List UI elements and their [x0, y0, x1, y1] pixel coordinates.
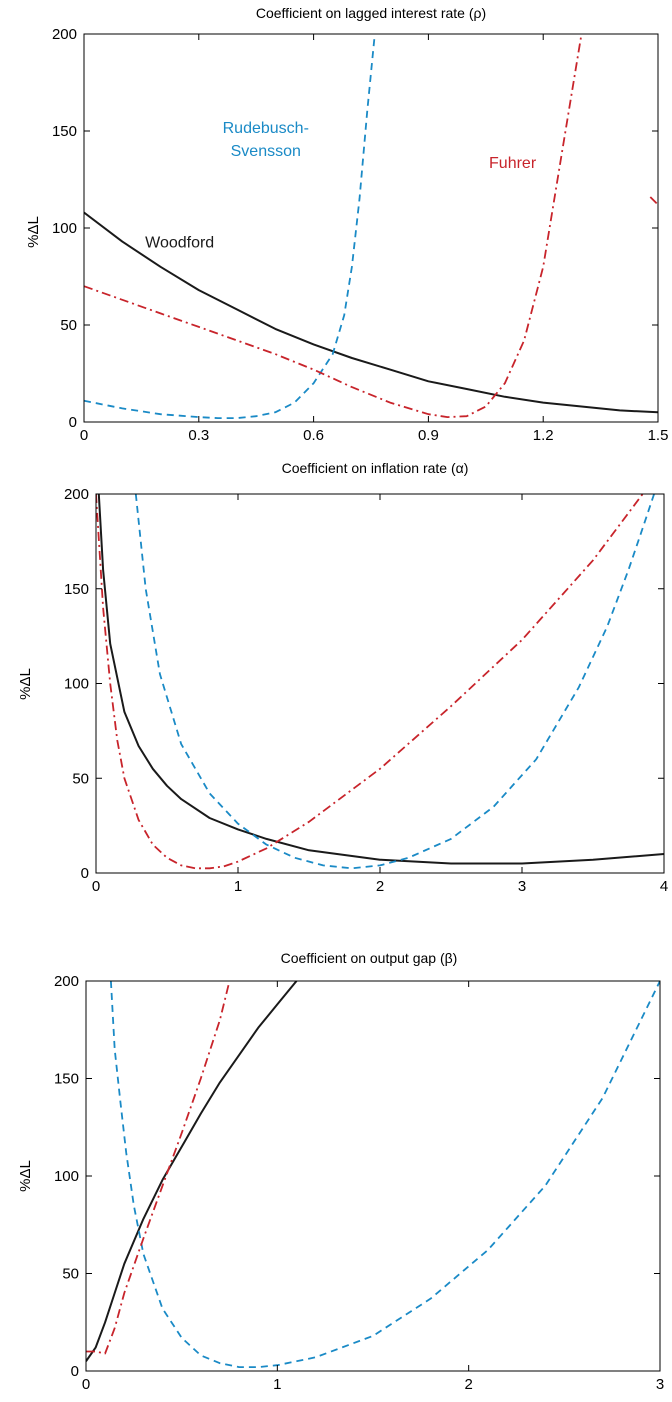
plot-frame-3: [85, 980, 661, 1372]
y-tick-label: 50: [60, 317, 77, 334]
x-tick-label: 0.3: [188, 427, 209, 444]
x-tick-label: 0.6: [303, 427, 324, 444]
y-tick-label: 150: [64, 581, 89, 598]
plot-frame-2: [95, 493, 665, 874]
y-tick-label: 0: [69, 414, 77, 431]
series-line-fuhrer-1-4: [649, 196, 658, 206]
chart-title-1: Coefficient on lagged interest rate (ρ): [256, 5, 486, 21]
x-tick-label: 0: [80, 427, 88, 444]
x-tick-label: 2: [376, 878, 384, 895]
series-line-rudebusch-2-2: [134, 494, 655, 870]
series-line-fuhrer-3-3: [86, 981, 231, 1355]
series-annotation-woodford: Woodford: [145, 234, 214, 251]
y-tick-label: 150: [54, 1071, 79, 1088]
chart-panel-2: 0 1 2 3 4 0 50 100 150 200 Coefficient on inflatio…: [17, 460, 668, 895]
x-tick-label: 3: [656, 1376, 664, 1393]
y-tick-label: 200: [64, 486, 89, 503]
x-tick-label: 1.2: [533, 427, 554, 444]
y-tick-label: 0: [71, 1363, 79, 1380]
x-tick-label: 0: [82, 1376, 90, 1393]
y-tick-label: 100: [64, 676, 89, 693]
y-tick-label: 0: [81, 865, 89, 882]
series-line-rudebusch-1-2: [84, 34, 376, 420]
y-axis-label-3: %ΔL: [17, 1160, 34, 1192]
series-line-fuhrer-1-3: [84, 34, 583, 419]
chart-title-2: Coefficient on inflation rate (α): [282, 460, 469, 476]
series-line-fuhrer-2-3: [96, 494, 644, 870]
chart-title-3: Coefficient on output gap (β): [281, 950, 458, 966]
x-tick-label: 0.9: [418, 427, 439, 444]
y-tick-label: 150: [52, 123, 77, 140]
series-line-woodford-3-1: [86, 981, 298, 1362]
series-line-rudebusch-3-2: [110, 981, 660, 1368]
y-tick-label: 100: [52, 220, 77, 237]
y-tick-label: 50: [62, 1266, 79, 1283]
series-line-woodford-1-1: [84, 211, 658, 414]
y-tick-label: 200: [54, 973, 79, 990]
y-axis-label-2: %ΔL: [17, 668, 34, 700]
x-tick-label: 1: [273, 1376, 281, 1393]
series-annotation-fuhrer: Fuhrer: [489, 155, 537, 172]
series-annotation-rudebusch: Svensson: [231, 143, 301, 160]
series-annotation-rudebusch: Rudebusch-: [223, 120, 309, 137]
y-tick-label: 100: [54, 1168, 79, 1185]
y-tick-label: 50: [72, 770, 89, 787]
chart-panel-1: 0 0.3 0.6 0.9 1.2 1.5 0 50 100 150 200 Coefficient …: [25, 5, 668, 444]
y-tick-label: 200: [52, 26, 77, 43]
x-tick-label: 0: [92, 878, 100, 895]
y-axis-label-1: %ΔL: [25, 216, 42, 248]
x-tick-label: 2: [464, 1376, 472, 1393]
chart-panel-3: 0 1 2 3 0 50 100 150 200 Coefficient on output ga…: [17, 950, 664, 1393]
x-tick-label: 1.5: [648, 427, 669, 444]
x-tick-label: 3: [518, 878, 526, 895]
series-line-woodford-2-1: [97, 494, 664, 865]
x-tick-label: 1: [234, 878, 242, 895]
x-tick-label: 4: [660, 878, 668, 895]
